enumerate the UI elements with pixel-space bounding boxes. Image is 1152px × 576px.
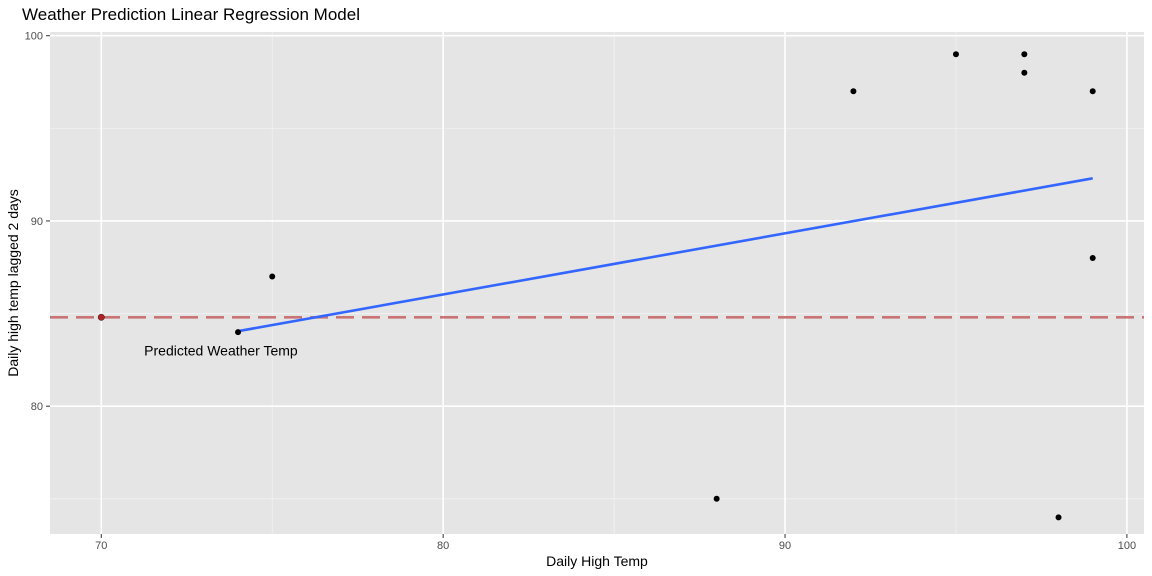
x-axis-title: Daily High Temp	[546, 553, 648, 569]
regression-line	[237, 177, 1093, 333]
minor-gridlines	[50, 32, 1144, 534]
y-tick-label: 90	[31, 216, 43, 228]
scatter-point	[269, 273, 276, 280]
y-tick-label: 80	[31, 401, 43, 413]
regression-line-layer	[237, 177, 1093, 333]
x-tick-label: 100	[1118, 540, 1136, 552]
predicted-weather-annotation: Predicted Weather Temp	[144, 343, 298, 359]
data-points	[97, 51, 1096, 521]
x-tick-label: 80	[437, 540, 449, 552]
predicted-point	[97, 313, 105, 321]
x-tick-label: 70	[95, 540, 107, 552]
scatter-point	[235, 329, 242, 336]
scatter-point	[850, 88, 857, 95]
scatter-point	[1021, 51, 1028, 58]
y-axis: 80 90 100	[25, 31, 50, 413]
scatter-point	[952, 51, 959, 58]
scatter-point	[1089, 88, 1096, 95]
scatter-point	[1089, 254, 1096, 261]
scatter-point	[1055, 514, 1062, 521]
major-gridlines	[50, 32, 1144, 534]
x-tick-label: 90	[779, 540, 791, 552]
plot-panel	[50, 32, 1144, 534]
scatter-point	[1021, 69, 1028, 76]
x-axis: 70 80 90 100	[95, 534, 1136, 552]
annotation-layer: Predicted Weather Temp	[144, 343, 298, 359]
chart-title: Weather Prediction Linear Regression Mod…	[22, 5, 360, 24]
y-axis-title: Daily high temp lagged 2 days	[5, 189, 21, 377]
scatter-point	[713, 495, 720, 502]
y-tick-label: 100	[25, 31, 43, 43]
